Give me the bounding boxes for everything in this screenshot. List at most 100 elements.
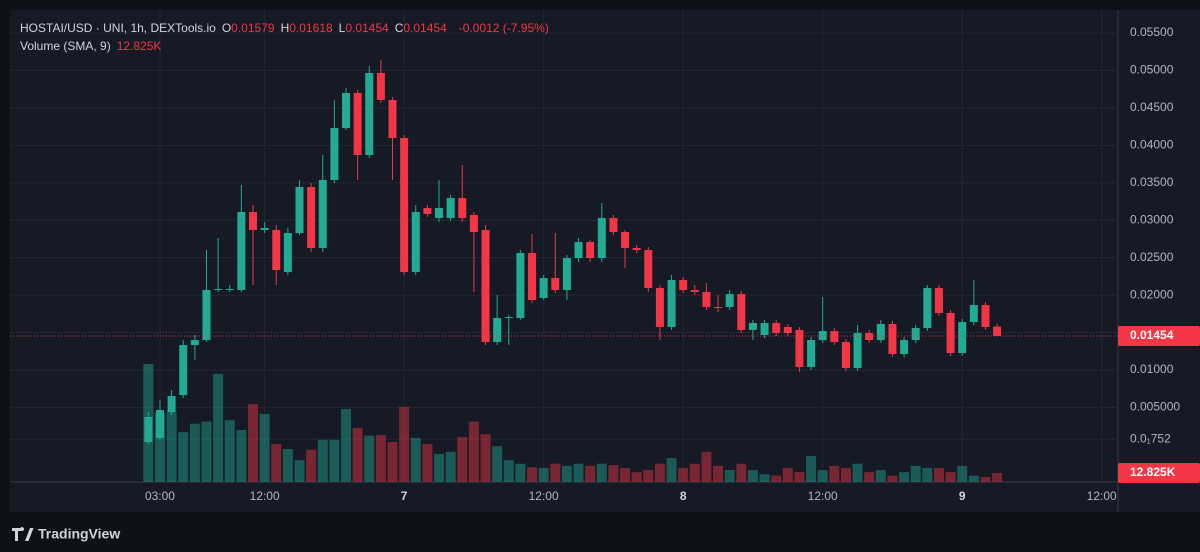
volume-bar [771, 475, 782, 482]
volume-bar [387, 441, 398, 482]
candle-body [667, 280, 676, 327]
candle-body [969, 305, 978, 323]
candle-body [167, 396, 176, 413]
candle-body [376, 72, 385, 101]
y-tick-label: 0.005000 [1130, 400, 1180, 414]
candle-body [446, 198, 455, 219]
candle-body [737, 294, 746, 330]
candle-body [330, 128, 339, 180]
volume-bar [352, 427, 363, 482]
volume-bar [341, 408, 352, 482]
candle-body [946, 312, 955, 354]
candle-body [597, 218, 606, 259]
candle-body [655, 287, 664, 327]
volume-bar [178, 432, 189, 482]
candle-body [725, 294, 734, 307]
candle-body [458, 198, 467, 219]
symbol: HOSTAI/USD · UNI, 1h, DEXTools.io [20, 21, 216, 35]
volume-bar [643, 470, 654, 482]
candle-body [144, 416, 153, 443]
volume-bar [201, 421, 212, 482]
volume-bar [527, 467, 538, 482]
volume-bar [503, 460, 514, 482]
candle-body [272, 230, 281, 271]
candle-body [714, 306, 723, 309]
volume-bar [887, 475, 898, 482]
candle-body [528, 253, 537, 301]
field-value: 0.01454 [403, 21, 447, 35]
last-price-tag [1118, 325, 1200, 346]
candle-body [179, 345, 188, 396]
volume-bar [538, 467, 549, 482]
volume-bar [992, 472, 1003, 482]
candle-body [225, 289, 234, 291]
candle-body [609, 218, 618, 233]
candle-body [388, 100, 397, 138]
volume-title: Volume (SMA, 9) [20, 39, 111, 53]
logo: TradingView [12, 526, 120, 542]
volume-bar [840, 467, 851, 482]
candle-body [958, 322, 967, 354]
y-tick-label: 0.04500 [1130, 100, 1174, 114]
volume-bar [713, 465, 724, 482]
candle-body [539, 278, 548, 299]
volume-bar [434, 453, 445, 482]
volume-bar [329, 439, 340, 482]
volume-bar [794, 472, 805, 482]
field-value: 0.01618 [289, 21, 333, 35]
volume-bar [445, 451, 456, 482]
candle-body [400, 137, 409, 273]
field-key: C [394, 21, 404, 35]
volume-bar [852, 463, 863, 482]
candle-body [900, 340, 909, 355]
candle-body [365, 72, 374, 155]
volume-bar [968, 475, 979, 482]
volume-bar [375, 434, 386, 482]
candle-body [690, 289, 699, 293]
candle-body [342, 92, 351, 129]
candle-body [621, 232, 630, 248]
candle-body [353, 92, 362, 155]
volume-bar [306, 449, 317, 482]
volume-bar [724, 470, 735, 482]
candle-layer [144, 60, 1002, 445]
candle-body [586, 241, 595, 259]
candle-body [679, 280, 688, 290]
candle-body [260, 227, 269, 231]
candle-body [934, 287, 943, 313]
volume-tag-label: 12.825K [1130, 465, 1176, 479]
candle-body [853, 333, 862, 369]
volume-bar [410, 437, 421, 482]
volume-bar [480, 434, 491, 482]
volume-bar [259, 413, 270, 482]
volume-bar [899, 472, 910, 482]
candle-body [888, 323, 897, 355]
annotation-layer: 0.05500 0.05000 0.04500 0.04000 0.03500 0.030… [10, 25, 1200, 503]
candle-body [551, 278, 560, 290]
volume-layer [143, 364, 1003, 482]
volume-bar [666, 458, 677, 482]
volume-bar [457, 437, 468, 482]
volume-bar [678, 467, 689, 482]
y-tick-label: 0.04000 [1130, 137, 1174, 151]
candle-body [295, 187, 304, 234]
candle-body [865, 333, 874, 341]
candle-body [214, 289, 223, 291]
candle-body [562, 258, 571, 290]
candle-body [783, 326, 792, 334]
field-key: H [280, 21, 290, 35]
candle-body [248, 212, 257, 231]
volume-bar [817, 470, 828, 482]
volume-bar [271, 444, 282, 482]
volume-bar [189, 423, 200, 482]
volume-bar [364, 435, 375, 482]
candle-body [772, 323, 781, 334]
volume-bar [213, 373, 224, 482]
volume-bar [247, 404, 258, 482]
candle-body [807, 340, 816, 368]
x-tick-label: 03:00 [145, 489, 175, 503]
candle-body [632, 247, 641, 251]
candle-body [469, 215, 478, 233]
volume-bar [585, 465, 596, 482]
